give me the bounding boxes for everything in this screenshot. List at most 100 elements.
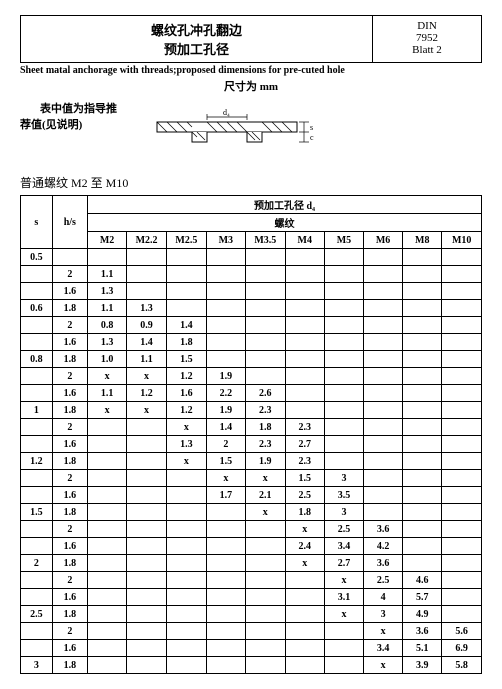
cell-value	[88, 521, 127, 538]
cell-value	[442, 402, 482, 419]
cell-value: 1.2	[166, 402, 206, 419]
cell-value: 2.5	[364, 572, 403, 589]
cell-value	[127, 555, 167, 572]
cell-value	[364, 334, 403, 351]
header-main: 预加工孔径 d₄	[88, 196, 482, 214]
cell-value	[285, 657, 324, 674]
cell-value	[127, 283, 167, 300]
cell-hs: 1.8	[52, 300, 87, 317]
cell-hs: 1.6	[52, 589, 87, 606]
cell-value	[206, 334, 245, 351]
cell-value	[285, 351, 324, 368]
table-row: 2x2.53.6	[21, 521, 482, 538]
cell-value	[403, 266, 442, 283]
cell-value: 1.9	[245, 453, 285, 470]
cell-value: 1.3	[88, 334, 127, 351]
cell-value	[127, 470, 167, 487]
cell-value	[206, 555, 245, 572]
size-header: M2	[88, 232, 127, 249]
cell-value: 4.6	[403, 572, 442, 589]
cell-value	[285, 572, 324, 589]
cell-value	[442, 249, 482, 266]
cell-value	[403, 555, 442, 572]
cell-value: 1.1	[127, 351, 167, 368]
cell-hs: 1.8	[52, 555, 87, 572]
cell-value: 3.6	[364, 555, 403, 572]
cell-value	[442, 487, 482, 504]
cell-s	[21, 487, 53, 504]
cell-value	[166, 249, 206, 266]
note2: 荐值(见说明)	[20, 116, 117, 132]
table-row: 1.51.8x1.83	[21, 504, 482, 521]
cell-value	[127, 657, 167, 674]
cell-value: 5.1	[403, 640, 442, 657]
cell-s	[21, 317, 53, 334]
cell-value: x	[206, 470, 245, 487]
cell-value	[206, 538, 245, 555]
cell-value	[127, 266, 167, 283]
cell-hs: 2	[52, 623, 87, 640]
cell-value	[442, 419, 482, 436]
cell-value: x	[127, 368, 167, 385]
table-row: 0.61.81.11.3	[21, 300, 482, 317]
cell-value	[442, 453, 482, 470]
cell-value	[206, 300, 245, 317]
cell-value	[245, 300, 285, 317]
cell-value	[364, 504, 403, 521]
cell-value	[245, 266, 285, 283]
cell-value	[324, 351, 363, 368]
cell-value	[324, 453, 363, 470]
cell-value	[127, 589, 167, 606]
table-row: 11.8xx1.21.92.3	[21, 402, 482, 419]
cell-value	[166, 538, 206, 555]
cell-value	[88, 606, 127, 623]
cell-s: 0.5	[21, 249, 53, 266]
cell-value: 1.8	[285, 504, 324, 521]
cell-value	[245, 368, 285, 385]
cell-value: 2.1	[245, 487, 285, 504]
cell-hs: 1.8	[52, 657, 87, 674]
cell-value	[245, 606, 285, 623]
cell-s: 3	[21, 657, 53, 674]
cell-value	[285, 300, 324, 317]
cell-value: x	[88, 402, 127, 419]
size-header: M10	[442, 232, 482, 249]
cell-value: 5.8	[442, 657, 482, 674]
cell-value	[442, 334, 482, 351]
cell-value	[403, 487, 442, 504]
cell-value	[403, 368, 442, 385]
cell-value: 3	[324, 470, 363, 487]
cell-value	[285, 385, 324, 402]
cell-value	[88, 487, 127, 504]
col-s-header: s	[21, 196, 53, 249]
cell-value: x	[88, 368, 127, 385]
cell-value	[245, 572, 285, 589]
cell-value	[324, 300, 363, 317]
cell-value	[285, 402, 324, 419]
cell-value	[403, 470, 442, 487]
cell-value	[442, 606, 482, 623]
cell-value	[127, 572, 167, 589]
cell-value	[442, 538, 482, 555]
cell-value: 2.5	[324, 521, 363, 538]
cell-value	[88, 538, 127, 555]
cell-value	[364, 487, 403, 504]
cell-value: 1.8	[245, 419, 285, 436]
cell-value	[88, 623, 127, 640]
cell-value	[206, 589, 245, 606]
cell-value	[403, 385, 442, 402]
cell-value: 1.1	[88, 266, 127, 283]
cell-hs: 2	[52, 470, 87, 487]
cell-value	[442, 351, 482, 368]
table-row: 1.63.45.16.9	[21, 640, 482, 657]
cell-value: 1.8	[166, 334, 206, 351]
cell-value: x	[324, 606, 363, 623]
cell-value	[324, 385, 363, 402]
svg-text:c: c	[310, 133, 314, 142]
din-label: DIN	[377, 20, 477, 32]
cell-value	[206, 249, 245, 266]
cell-s	[21, 572, 53, 589]
table-row: 2xx1.53	[21, 470, 482, 487]
table-row: 21.1	[21, 266, 482, 283]
cell-value: 3.6	[403, 623, 442, 640]
